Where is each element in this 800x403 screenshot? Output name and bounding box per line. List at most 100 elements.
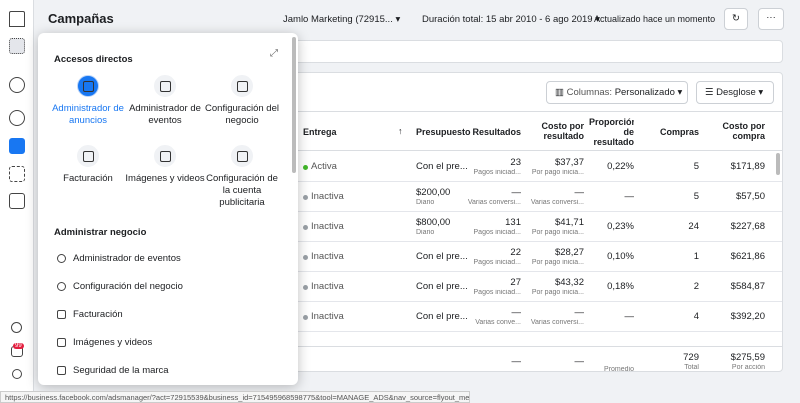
shortcut-label: Administrador de eventos xyxy=(129,103,201,126)
cell-value: $800,00 xyxy=(416,217,451,228)
column-header[interactable]: Resultados xyxy=(472,127,521,137)
menu-item[interactable]: Administrador de eventos xyxy=(73,253,181,264)
column-header[interactable]: Proporción de resultado xyxy=(589,117,634,147)
home-icon[interactable] xyxy=(9,11,25,27)
divider xyxy=(41,111,782,112)
cell-value: $584,87 xyxy=(730,281,765,292)
cell-subtext: Varias conversi... xyxy=(467,199,521,206)
ads-icon[interactable] xyxy=(9,138,25,154)
table-header: Entrega ↑ Presupuesto Resultados Costo por r… xyxy=(41,112,782,151)
page-icon[interactable] xyxy=(9,193,25,209)
delivery-status: Inactiva xyxy=(311,251,344,262)
status-bar: https://business.facebook.com/adsmanager… xyxy=(0,391,470,403)
menu-item[interactable]: Seguridad de la marca xyxy=(73,365,169,376)
cell-value: 27 xyxy=(510,277,521,288)
scrollbar xyxy=(776,153,780,175)
delivery-status: Inactiva xyxy=(311,221,344,232)
cell-value: 5 xyxy=(693,191,699,202)
expand-icon[interactable]: ⤢ xyxy=(270,48,278,59)
cell-value: — xyxy=(511,307,522,318)
cell-value: — xyxy=(574,307,585,318)
shortcut-tile[interactable]: Administrador de eventos xyxy=(125,75,205,127)
cell-subtext: Total xyxy=(684,364,699,371)
settings-icon[interactable] xyxy=(11,322,22,333)
cell-subtext: Varias conversi... xyxy=(530,199,584,206)
cell-subtext: Por pago inicia... xyxy=(531,169,584,176)
column-header[interactable]: Costo por resultado xyxy=(541,121,585,141)
column-header[interactable]: Costo por compra xyxy=(722,121,766,141)
column-header[interactable]: Presupuesto xyxy=(416,127,471,137)
cell-value: 0,18% xyxy=(607,281,634,292)
cell-value: 0,22% xyxy=(607,161,634,172)
cell-value: 0,10% xyxy=(607,251,634,262)
delivery-status: Activa xyxy=(311,161,337,172)
cell-value: 0,23% xyxy=(607,221,634,232)
page-title: Campañas xyxy=(48,11,114,26)
cell-value: $227,68 xyxy=(730,221,765,232)
account-selector[interactable]: Jamlo Marketing (72915... ▾ xyxy=(283,14,401,25)
cell-subtext: Pagos iniciad... xyxy=(473,289,521,296)
column-header[interactable]: Entrega xyxy=(303,127,337,137)
column-header[interactable]: Compras xyxy=(659,127,699,137)
shortcut-tile[interactable]: Administrador de anuncios xyxy=(48,75,128,127)
cell-subtext: Pagos iniciad... xyxy=(473,229,521,236)
shortcut-label: Configuración de la cuenta publicitaria xyxy=(206,173,278,208)
cell-value: $28,27 xyxy=(554,247,584,258)
menu-item-icon xyxy=(57,254,66,263)
account-name: Jamlo Marketing (72915... xyxy=(283,14,393,25)
apps-icon[interactable] xyxy=(9,38,25,54)
cell-value: 729 xyxy=(683,352,699,363)
cell-value: $57,50 xyxy=(735,191,765,202)
menu-item-icon xyxy=(57,366,66,375)
shortcut-icon xyxy=(231,75,253,97)
refresh-button[interactable]: ↻ xyxy=(724,8,748,30)
shortcut-label: Facturación xyxy=(63,173,113,184)
columns-button[interactable]: ▥ Columnas: Personalizado ▾ xyxy=(546,81,688,104)
cell-value: — xyxy=(624,311,635,322)
table-row[interactable]: Inactiva $200,00 Diario — Varias conversi...… xyxy=(41,182,782,212)
shortcut-tile[interactable]: Imágenes y videos xyxy=(125,145,205,185)
status-dot xyxy=(303,285,308,290)
shortcut-tile[interactable]: Facturación xyxy=(48,145,128,185)
cell-value: 131 xyxy=(505,217,521,228)
cell-value: — xyxy=(574,187,585,198)
breakdown-button[interactable]: ☰ Desglose ▾ xyxy=(696,81,774,104)
date-selector[interactable]: Duración total: 15 abr 2010 - 6 ago 2019… xyxy=(422,14,601,25)
columns-value: Personalizado xyxy=(614,87,675,98)
menu-item[interactable]: Imágenes y videos xyxy=(73,337,153,348)
cell-value: — xyxy=(511,356,522,367)
cell-value: Con el pre... xyxy=(416,311,468,322)
shortcut-label: Configuración del negocio xyxy=(205,103,279,126)
shortcut-tile[interactable]: Configuración del negocio xyxy=(202,75,282,127)
date-range: Duración total: 15 abr 2010 - 6 ago 2019 xyxy=(422,14,593,25)
cell-value: 1 xyxy=(693,251,699,262)
cell-value: Con el pre... xyxy=(416,281,468,292)
cell-subtext: Pagos iniciad... xyxy=(473,259,521,266)
table-row[interactable]: Inactiva Con el pre... 27 Pagos iniciad... $… xyxy=(41,272,782,302)
menu-item[interactable]: Configuración del negocio xyxy=(73,281,183,292)
sidebar: 99 xyxy=(0,0,34,403)
table-row[interactable]: Activa Con el pre... 23 Pagos iniciad... $37… xyxy=(41,152,782,182)
table-row[interactable]: Inactiva Con el pre... 22 Pagos iniciad... $… xyxy=(41,242,782,272)
status-url: https://business.facebook.com/adsmanager… xyxy=(5,393,470,402)
search-icon[interactable] xyxy=(12,369,22,379)
cell-subtext: Pagos iniciad... xyxy=(473,169,521,176)
table-row[interactable]: Inactiva $800,00 Diario 131 Pagos iniciad...… xyxy=(41,212,782,242)
face-icon[interactable] xyxy=(9,110,25,126)
table-row[interactable]: Inactiva Con el pre... — Varias conve... — Va… xyxy=(41,302,782,332)
menu-item[interactable]: Facturación xyxy=(73,309,123,320)
cell-value: $621,86 xyxy=(730,251,765,262)
cell-value: 24 xyxy=(688,221,699,232)
more-button[interactable]: ··· xyxy=(758,8,784,30)
cell-value: 5 xyxy=(693,161,699,172)
shortcut-tile[interactable]: Configuración de la cuenta publicitaria xyxy=(202,145,282,209)
switch-icon[interactable] xyxy=(9,77,25,93)
cell-subtext: Promedio xyxy=(604,366,634,373)
cell-value: Con el pre... xyxy=(416,161,468,172)
grid-icon[interactable] xyxy=(9,166,25,182)
delivery-status: Inactiva xyxy=(311,191,344,202)
shortcut-icon xyxy=(231,145,253,167)
panel-title: Accesos directos xyxy=(54,54,133,65)
status-dot xyxy=(303,165,308,170)
shortcut-icon xyxy=(77,75,99,97)
